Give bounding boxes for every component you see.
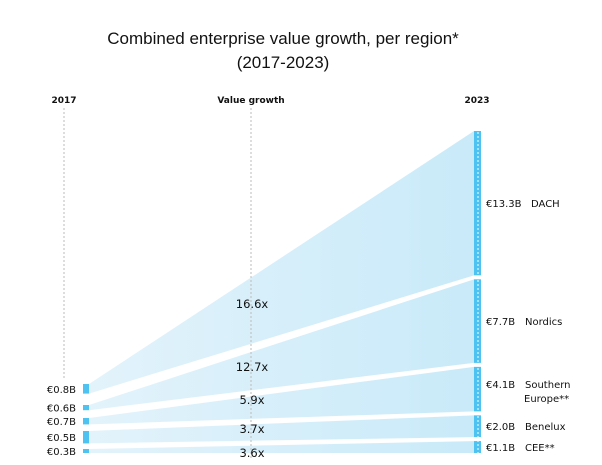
growth-label: 3.7x <box>239 422 264 436</box>
region-label: DACH <box>531 199 560 210</box>
axis-label-growth: Value growth <box>217 96 284 106</box>
label-2017: €0.7B <box>47 417 76 428</box>
label-2023: €1.1B <box>486 443 515 454</box>
bar-2023 <box>474 441 481 453</box>
label-2017: €0.3B <box>47 447 76 458</box>
label-2023: €13.3B <box>486 199 522 210</box>
label-2017: €0.5B <box>47 433 76 444</box>
label-2017: €0.8B <box>47 385 76 396</box>
region-label: Benelux <box>525 422 566 433</box>
region-label: CEE** <box>525 443 555 454</box>
bar-2023 <box>474 131 481 276</box>
growth-label: 16.6x <box>236 297 269 311</box>
growth-label: 12.7x <box>236 360 269 374</box>
region-label: Europe** <box>524 394 569 405</box>
flow-band <box>89 279 474 411</box>
chart-subtitle: (2017-2023) <box>237 53 330 72</box>
bar-2023 <box>474 415 481 438</box>
bar-2017 <box>83 418 89 425</box>
bar-2017 <box>83 449 89 453</box>
label-2023: €2.0B <box>486 422 515 433</box>
bar-2017 <box>83 431 89 444</box>
region-label: Nordics <box>525 317 562 328</box>
axis-label-2023: 2023 <box>464 96 489 106</box>
label-2023: €7.7B <box>486 317 515 328</box>
flow-band <box>89 441 474 453</box>
region-label: Southern <box>525 380 571 391</box>
chart-title: Combined enterprise value growth, per re… <box>107 29 459 48</box>
flow-band <box>89 131 474 394</box>
bar-2017 <box>83 384 89 394</box>
label-2023: €4.1B <box>486 380 515 391</box>
growth-label: 3.6x <box>239 446 264 460</box>
growth-label: 5.9x <box>239 393 264 407</box>
bar-2017 <box>83 405 89 411</box>
axis-label-2017: 2017 <box>51 96 76 106</box>
label-2017: €0.6B <box>47 404 76 415</box>
flow-band <box>89 366 474 425</box>
flow-band <box>89 415 474 444</box>
